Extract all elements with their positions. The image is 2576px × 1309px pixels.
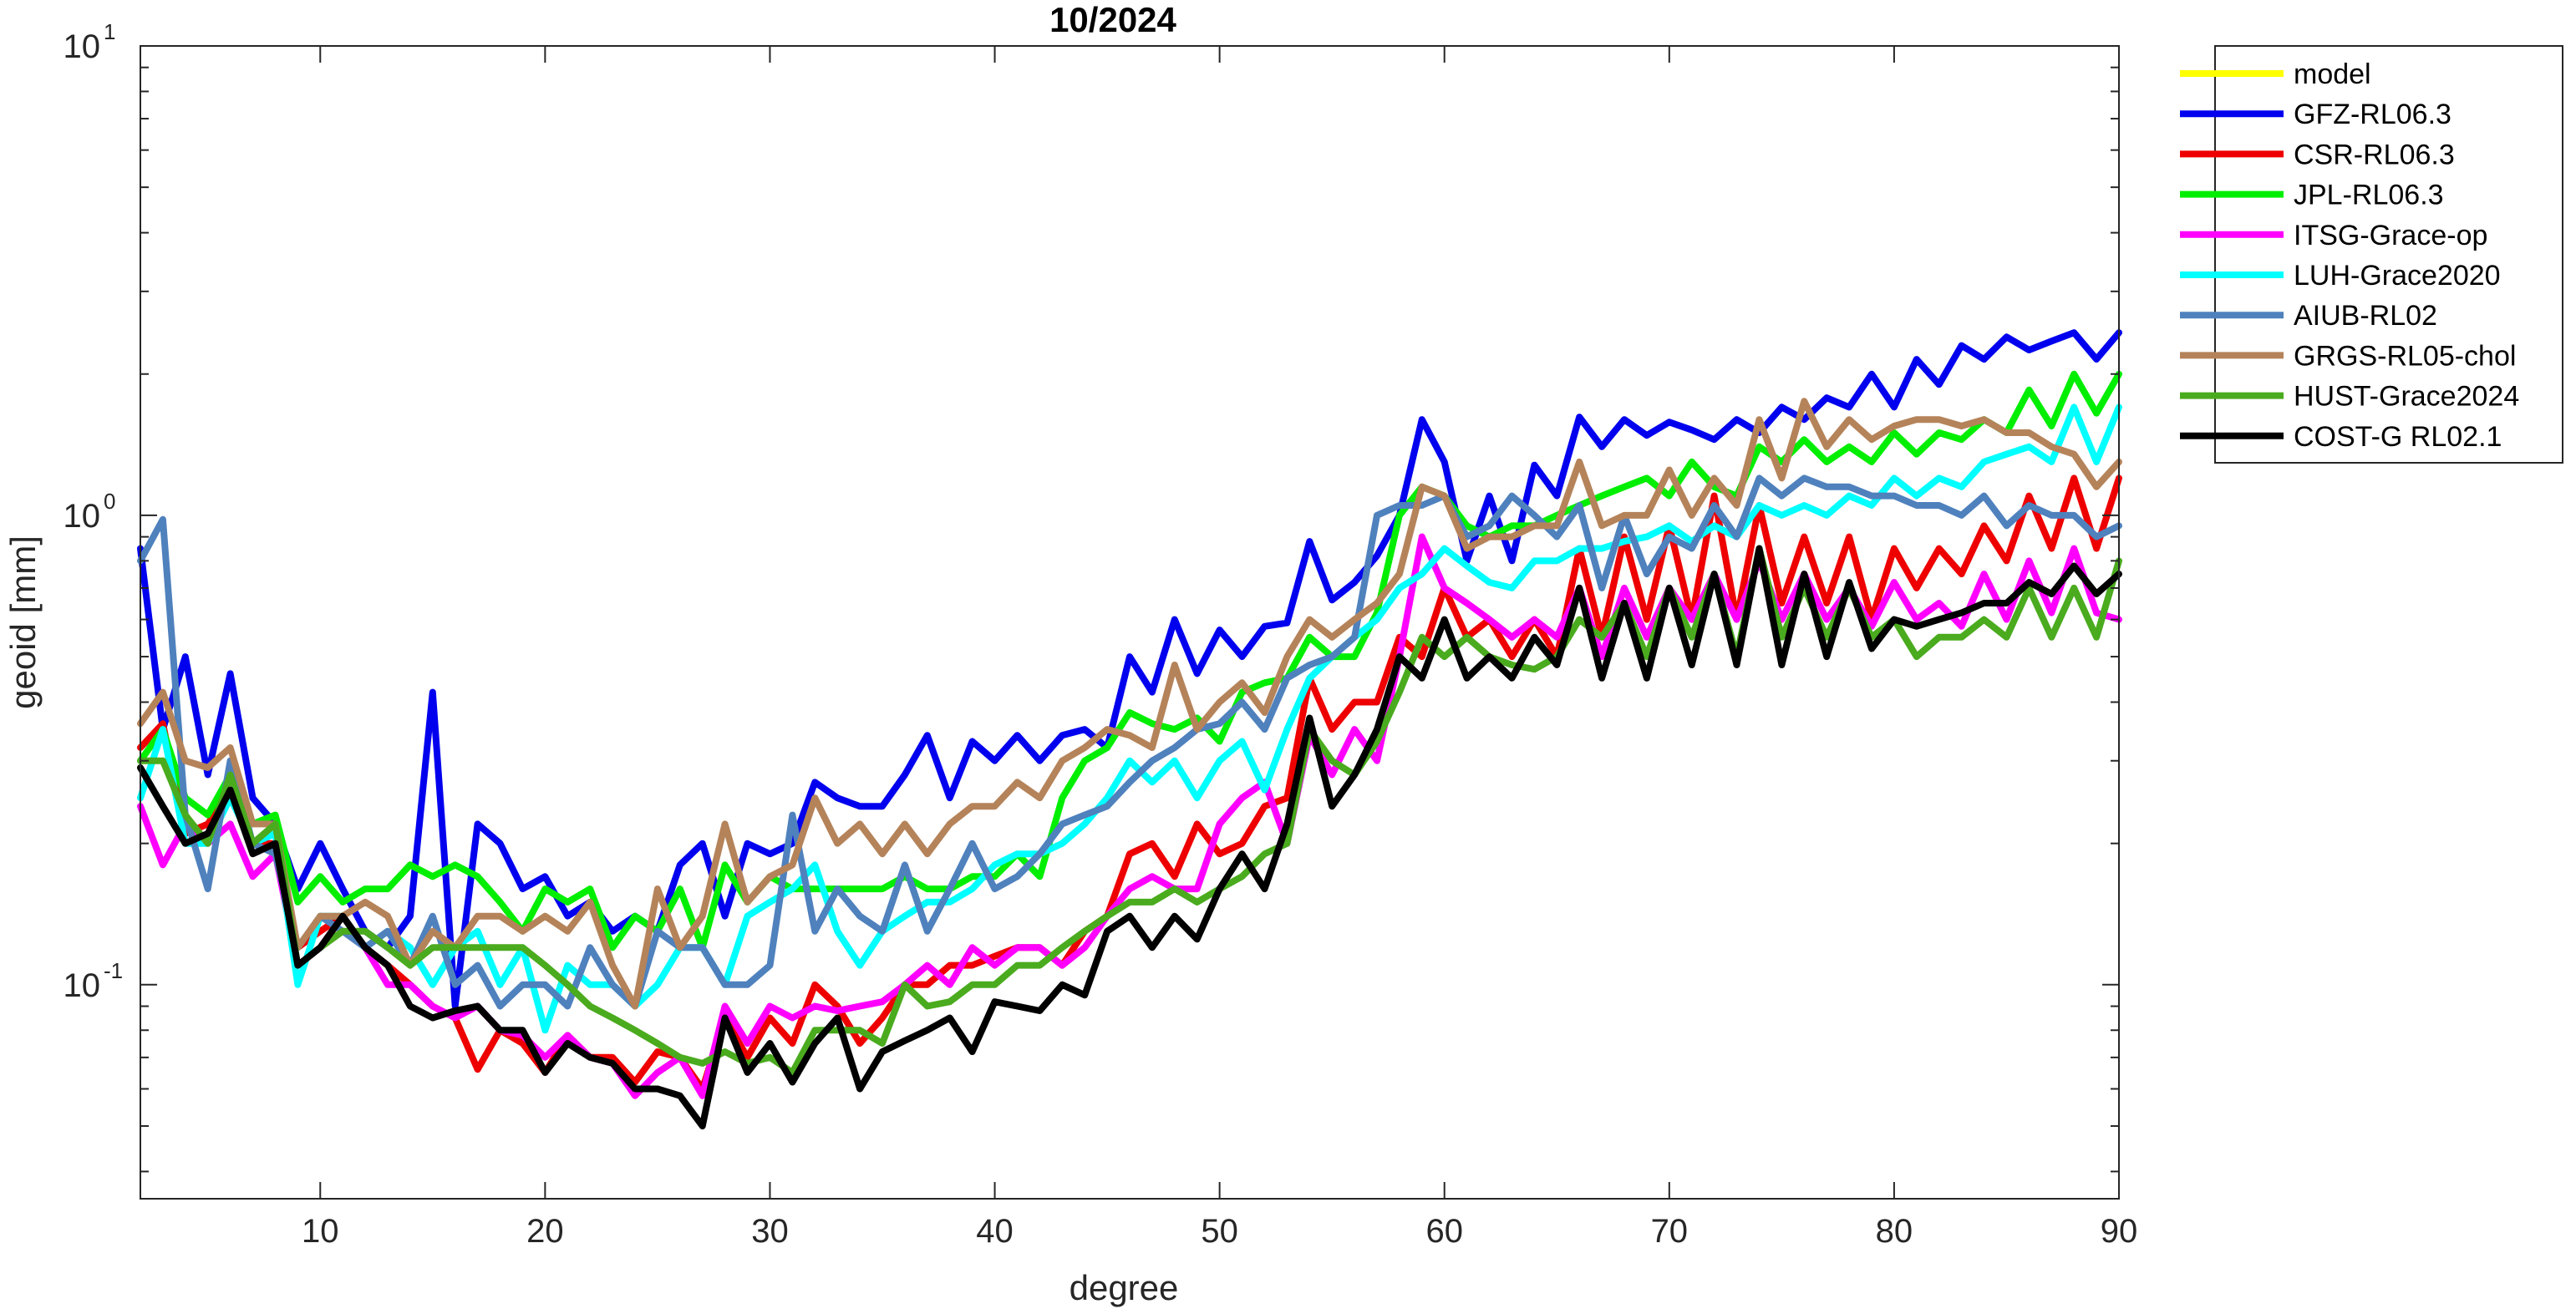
x-tick-label: 90 bbox=[2101, 1213, 2138, 1250]
x-axis: 10 20 30 40 50 60 70 80 90 bbox=[302, 46, 2137, 1250]
y-tick-exponent: 0 bbox=[104, 489, 115, 514]
x-tick-label: 50 bbox=[1201, 1213, 1238, 1250]
x-tick-label: 80 bbox=[1876, 1213, 1913, 1250]
x-tick-label: 60 bbox=[1425, 1213, 1463, 1250]
series-line-cost-g-rl02-1 bbox=[137, 545, 2122, 1129]
chart-title: 10/2024 bbox=[1049, 0, 1176, 39]
series-line-luh-grace2020 bbox=[137, 403, 2122, 1034]
y-tick-exponent: -1 bbox=[104, 958, 123, 983]
x-tick-label: 30 bbox=[751, 1213, 789, 1250]
y-tick-label: 10 bbox=[64, 498, 101, 535]
legend-label: model bbox=[2294, 58, 2371, 90]
legend-label: GRGS-RL05-chol bbox=[2294, 340, 2516, 372]
legend-label: GFZ-RL06.3 bbox=[2294, 99, 2452, 130]
series-line-csr-rl06-3 bbox=[137, 474, 2122, 1093]
y-axis-label: geoid [mm] bbox=[3, 535, 43, 709]
x-axis-label: degree bbox=[1070, 1268, 1179, 1307]
series-layer bbox=[137, 329, 2122, 1129]
legend-label: ITSG-Grace-op bbox=[2294, 220, 2487, 251]
legend-items: model GFZ-RL06.3 CSR-RL06.3 JPL-RL06.3 ITSG-… bbox=[2180, 58, 2519, 453]
series-line-aiub-rl02 bbox=[137, 474, 2122, 1010]
legend: model GFZ-RL06.3 CSR-RL06.3 JPL-RL06.3 ITSG-… bbox=[2180, 45, 2563, 464]
y-tick-label: 10 bbox=[64, 967, 101, 1004]
y-tick-label: 10 bbox=[64, 28, 101, 65]
legend-label: JPL-RL06.3 bbox=[2294, 180, 2444, 211]
series-line-grgs-rl05-chol bbox=[137, 398, 2122, 1010]
x-tick-label: 20 bbox=[526, 1213, 564, 1250]
legend-label: LUH-Grace2020 bbox=[2294, 260, 2501, 292]
legend-label: CSR-RL06.3 bbox=[2294, 139, 2455, 170]
legend-label: AIUB-RL02 bbox=[2294, 300, 2437, 332]
x-tick-label: 40 bbox=[976, 1213, 1014, 1250]
legend-label: COST-G RL02.1 bbox=[2294, 421, 2502, 453]
legend-label: HUST-Grace2024 bbox=[2294, 381, 2519, 413]
y-tick-exponent: 1 bbox=[104, 19, 115, 44]
series-line-gfz-rl06-3 bbox=[137, 329, 2122, 1010]
plot-frame bbox=[140, 45, 2120, 1200]
x-tick-label: 10 bbox=[302, 1213, 339, 1250]
x-tick-label: 70 bbox=[1651, 1213, 1689, 1250]
